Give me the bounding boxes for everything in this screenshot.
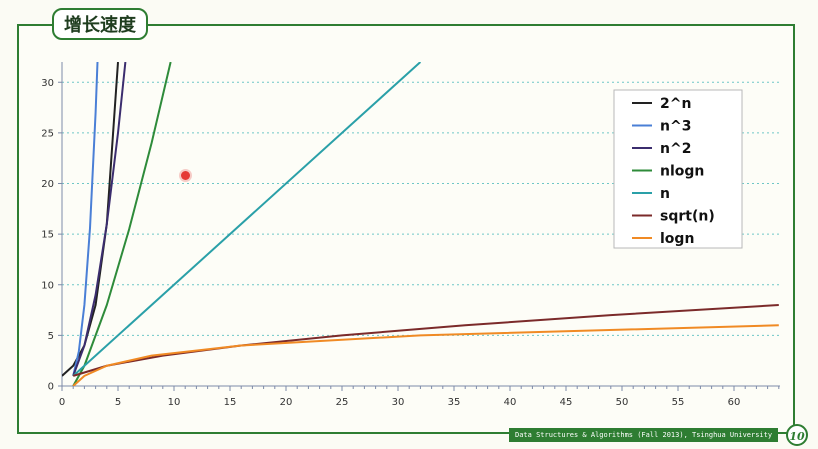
legend-box <box>613 89 743 249</box>
series-line-0 <box>62 62 119 377</box>
slide-title: 增长速度 <box>52 8 148 40</box>
y-tick-label: 20 <box>41 179 54 190</box>
series-line-6 <box>72 324 779 386</box>
series-line-3 <box>72 62 172 386</box>
laser-pointer <box>181 171 190 180</box>
y-tick-label: 10 <box>41 280 54 291</box>
x-tick-label: 5 <box>115 397 121 408</box>
series-lines <box>62 62 779 386</box>
legend-label: sqrt(n) <box>660 209 715 225</box>
x-tick-label: 20 <box>280 397 293 408</box>
legend-label: nlogn <box>660 164 704 180</box>
y-tick-label: 30 <box>41 78 54 89</box>
x-tick-label: 10 <box>168 397 181 408</box>
legend-label: n <box>660 186 670 202</box>
x-tick-label: 40 <box>504 397 517 408</box>
legend-label: logn <box>660 231 694 247</box>
page-number: 10 <box>786 424 808 446</box>
x-tick-label: 35 <box>448 397 461 408</box>
y-tick-label: 15 <box>41 230 54 241</box>
y-tick-label: 25 <box>41 128 54 139</box>
x-tick-label: 60 <box>728 397 741 408</box>
series-line-1 <box>72 62 99 377</box>
y-tick-label: 5 <box>48 331 54 342</box>
x-tick-label: 50 <box>616 397 629 408</box>
legend-label: 2^n <box>660 96 691 112</box>
footer-credit: Data Structures & Algorithms (Fall 2013)… <box>509 428 779 442</box>
legend-label: n^2 <box>660 141 691 157</box>
series-line-4 <box>72 62 422 377</box>
y-tick-label: 0 <box>48 382 54 393</box>
x-tick-label: 25 <box>336 397 349 408</box>
x-tick-label: 45 <box>560 397 573 408</box>
series-line-2 <box>72 62 127 377</box>
legend: 2^n n^3 n^2 nlogn n sqrt(n) logn <box>613 89 743 249</box>
legend-label: n^3 <box>660 119 691 135</box>
x-tick-label: 55 <box>672 397 685 408</box>
x-tick-label: 0 <box>59 397 65 408</box>
x-tick-label: 30 <box>392 397 405 408</box>
axes: 0 5 10 15 20 25 30 0 5 10 15 20 25 30 35 40 45 50 55 60 <box>41 62 780 408</box>
x-tick-label: 15 <box>224 397 237 408</box>
series-line-5 <box>72 304 779 377</box>
